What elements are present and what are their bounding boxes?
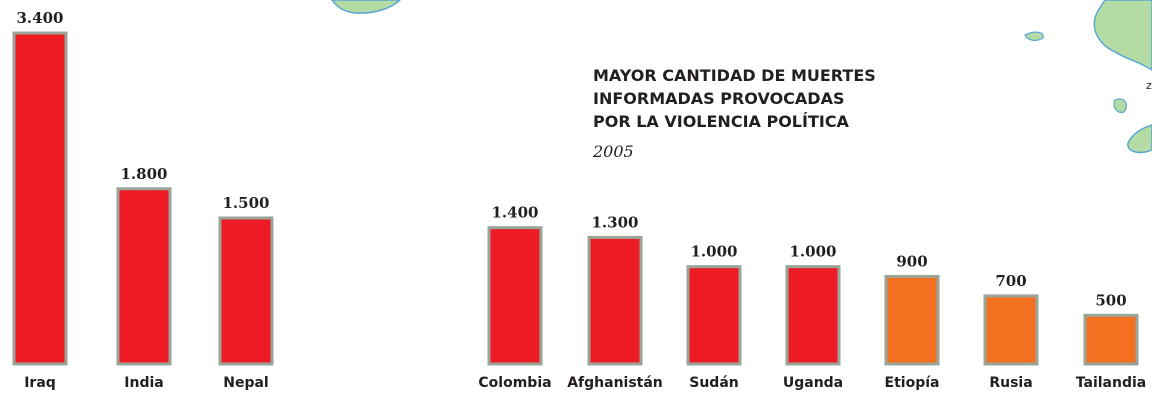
bar (686, 265, 742, 366)
chart-title-line: POR LA VIOLENCIA POLÍTICA (593, 112, 850, 131)
bar (587, 235, 643, 366)
x-tick-label: Colombia (478, 375, 551, 391)
bar (983, 294, 1039, 366)
bar (785, 265, 841, 366)
x-tick-label: Rusia (989, 375, 1032, 391)
chart-title-line: INFORMADAS PROVOCADAS (593, 89, 845, 108)
map-label: z (1146, 79, 1152, 92)
value-label: 1.400 (492, 204, 539, 222)
x-tick-label: Sudán (689, 375, 739, 391)
bar (884, 274, 940, 366)
chart-subtitle: 2005 (592, 142, 634, 161)
x-tick-label: India (124, 375, 163, 391)
value-label: 1.000 (691, 243, 738, 261)
x-tick-label: Afghanistán (567, 375, 663, 391)
value-label: 3.400 (17, 9, 64, 27)
value-label: 1.000 (790, 243, 837, 261)
map-fragments: z (331, 0, 1152, 154)
x-tick-label: Iraq (24, 375, 56, 391)
bar (12, 31, 68, 366)
x-tick-label: Etiopía (885, 375, 940, 391)
map-land (1093, 0, 1152, 71)
value-label: 500 (1095, 291, 1126, 309)
bar (1083, 313, 1139, 366)
bar (487, 226, 543, 366)
x-tick-label: Uganda (783, 375, 843, 391)
map-land (331, 0, 402, 14)
chart-title-line: MAYOR CANTIDAD DE MUERTES (593, 66, 876, 85)
value-label: 1.800 (121, 165, 168, 183)
map-island (1113, 98, 1127, 113)
map-island (1024, 31, 1044, 41)
map-land (1127, 124, 1152, 154)
bar (116, 187, 172, 366)
x-tick-label: Nepal (223, 375, 268, 391)
value-label: 900 (896, 252, 927, 270)
value-label: 1.500 (223, 194, 270, 212)
value-label: 1.300 (592, 213, 639, 231)
bar (218, 216, 274, 366)
x-tick-label: Tailandia (1076, 375, 1146, 391)
value-label: 700 (995, 272, 1026, 290)
